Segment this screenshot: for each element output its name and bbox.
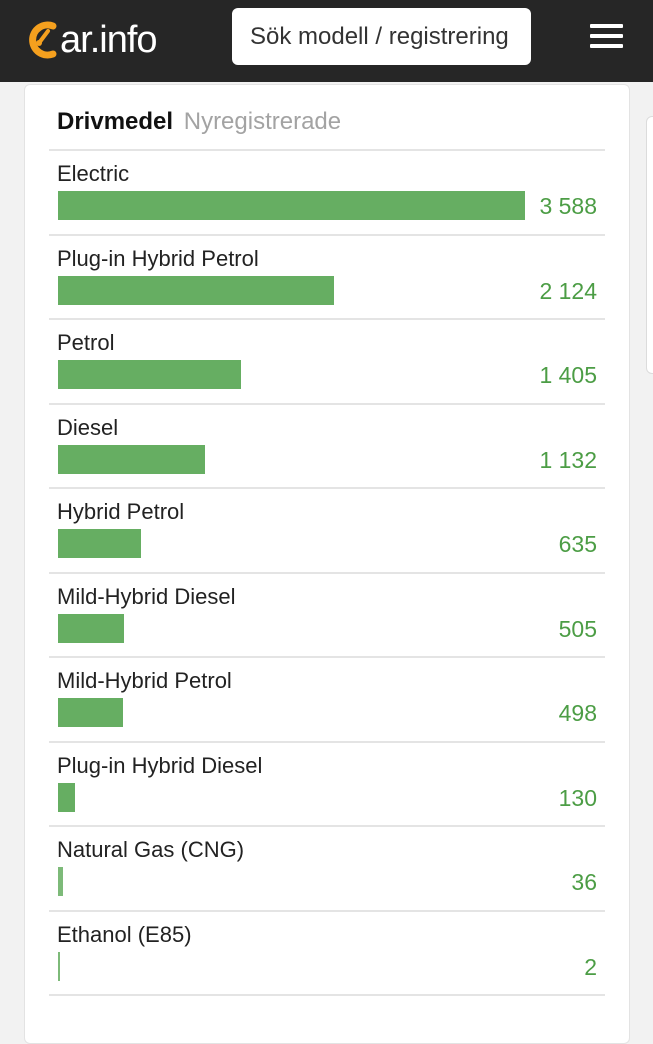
card-title-subtitle: Nyregistrerade (183, 108, 342, 135)
fuel-type-bar (58, 698, 123, 727)
fuel-type-value: 130 (558, 784, 597, 811)
fuel-type-value: 635 (558, 531, 597, 557)
fuel-type-label: Electric (57, 161, 130, 186)
fuel-type-value: 1 132 (539, 446, 597, 473)
search-input[interactable]: Sök modell / registrering (232, 8, 531, 65)
fuel-type-bar (58, 529, 141, 558)
fuel-type-row: Electric 3 588 (49, 149, 605, 234)
menu-line (590, 24, 623, 28)
fuel-type-bar-list: Electric 3 588 Plug-in Hybrid Petrol 2 124 P… (49, 149, 605, 996)
fuel-type-label: Plug-in Hybrid Diesel (57, 752, 263, 778)
fuel-type-row: Diesel 1 132 (49, 402, 605, 488)
fuel-type-label: Hybrid Petrol (57, 499, 185, 524)
fuel-type-bar (58, 191, 525, 220)
fuel-type-value: 2 124 (539, 277, 597, 304)
fuel-type-bar (58, 360, 241, 389)
fuel-type-row: Plug-in Hybrid Diesel 130 (49, 740, 605, 826)
fuel-type-label: Ethanol (E85) (57, 921, 192, 947)
fuel-type-value: 36 (571, 869, 597, 895)
fuel-type-bar (58, 275, 335, 305)
fuel-type-value: 505 (558, 615, 597, 642)
fuel-type-label: Diesel (57, 414, 119, 440)
fuel-type-label: Mild-Hybrid Petrol (57, 668, 232, 693)
menu-line (590, 44, 623, 48)
menu-line (590, 34, 623, 38)
fuel-type-row: Plug-in Hybrid Petrol 2 124 (49, 233, 605, 319)
fuel-type-bar (58, 444, 206, 474)
fuel-type-value: 1 405 (539, 362, 597, 388)
card-title: Drivmedel Nyregistrerade (57, 108, 341, 136)
fuel-type-bar (58, 951, 60, 981)
speedometer-logo-icon (29, 21, 57, 59)
fuel-type-row: Petrol 1 405 (49, 318, 605, 403)
fuel-type-value: 3 588 (539, 193, 597, 219)
fuel-type-card (24, 84, 630, 1044)
fuel-type-row: Hybrid Petrol 635 (49, 487, 605, 572)
fuel-type-label: Natural Gas (CNG) (57, 837, 245, 862)
next-card-edge[interactable] (646, 116, 653, 374)
fuel-type-row: Mild-Hybrid Petrol 498 (49, 656, 605, 741)
fuel-type-label: Mild-Hybrid Diesel (57, 583, 236, 609)
top-bar: ar.info Sök modell / registrering (0, 0, 653, 82)
fuel-type-row: Natural Gas (CNG) 36 (49, 825, 605, 910)
fuel-type-bar (58, 782, 75, 812)
fuel-type-label: Petrol (57, 330, 115, 355)
logo-text: ar.info (60, 18, 158, 61)
card-title-main: Drivmedel (57, 108, 174, 135)
site-logo[interactable]: ar.info (24, 12, 158, 68)
fuel-type-label: Plug-in Hybrid Petrol (57, 245, 259, 271)
fuel-type-bar (58, 613, 124, 643)
fuel-type-row: Mild-Hybrid Diesel 505 (49, 571, 605, 657)
fuel-type-bar (58, 867, 63, 896)
hamburger-menu-icon[interactable] (590, 24, 623, 48)
fuel-type-value: 498 (558, 700, 597, 726)
search-placeholder: Sök modell / registrering (250, 22, 509, 50)
fuel-type-value: 2 (584, 953, 597, 980)
fuel-type-row: Ethanol (E85) 2 (49, 909, 605, 996)
